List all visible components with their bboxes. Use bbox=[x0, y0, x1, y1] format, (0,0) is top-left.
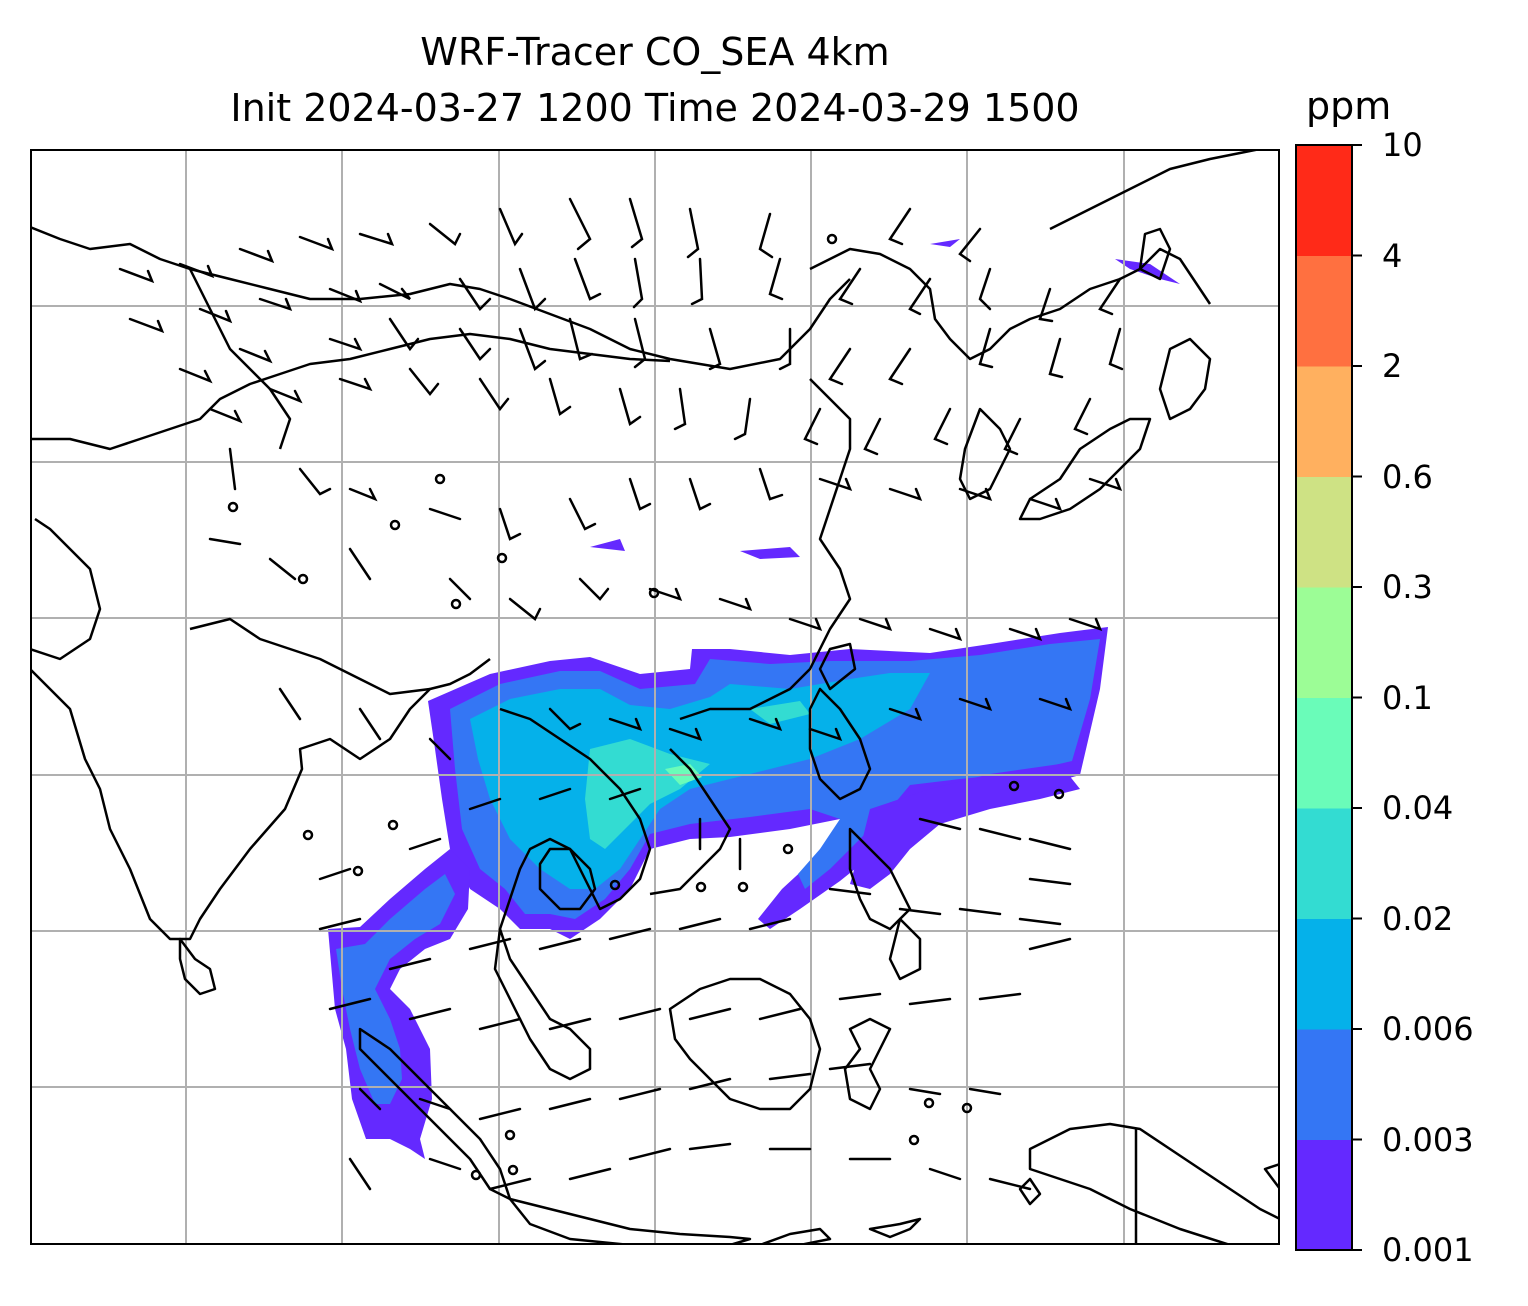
map-subtitle: Init 2024-03-27 1200 Time 2024-03-29 150… bbox=[230, 86, 1080, 130]
colorbar-tick-label: 0.003 bbox=[1382, 1120, 1474, 1159]
colorbar-tick-label: 4 bbox=[1382, 236, 1403, 275]
coastlines bbox=[30, 149, 1280, 1245]
plume-spot-2 bbox=[750, 701, 810, 724]
colorbar-segment bbox=[1296, 587, 1352, 698]
colorbar-tick-label: 2 bbox=[1382, 347, 1403, 385]
colorbar-tick-label: 0.3 bbox=[1382, 568, 1433, 606]
colorbar-tick-label: 0.6 bbox=[1382, 457, 1433, 496]
colorbar bbox=[1295, 144, 1362, 1251]
plume-inner-north bbox=[470, 673, 930, 889]
grid-lines bbox=[30, 149, 1280, 1245]
colorbar-tick-label: 0.006 bbox=[1382, 1010, 1474, 1048]
colorbar-units-label: ppm bbox=[1306, 84, 1392, 128]
colorbar-tick-label: 0.1 bbox=[1382, 678, 1433, 717]
colorbar-segment bbox=[1296, 476, 1352, 588]
plume-outer-east bbox=[850, 764, 1080, 889]
colorbar-segment bbox=[1296, 255, 1352, 367]
colorbar-tick-label: 10 bbox=[1382, 126, 1423, 164]
colorbar-segment bbox=[1296, 1029, 1352, 1140]
colorbar-segment bbox=[1296, 808, 1352, 919]
colorbar-segment bbox=[1296, 145, 1352, 256]
colorbar-segment bbox=[1296, 1139, 1352, 1251]
colorbar-segment bbox=[1296, 366, 1352, 477]
colorbar-tick-label: 0.02 bbox=[1382, 899, 1454, 938]
plume-north-streak bbox=[590, 239, 1180, 559]
tracer-plume bbox=[328, 239, 1180, 1159]
map-panel bbox=[30, 149, 1280, 1245]
colorbar-tick-label: 0.04 bbox=[1382, 789, 1454, 827]
colorbar-tick-label: 0.001 bbox=[1382, 1231, 1474, 1269]
map-title: WRF-Tracer CO_SEA 4km bbox=[420, 30, 890, 74]
colorbar-segment bbox=[1296, 918, 1352, 1030]
map-frame bbox=[30, 149, 1280, 1245]
colorbar-segment bbox=[1296, 697, 1352, 809]
calm-circles bbox=[227, 233, 1065, 1181]
wind-barbs bbox=[118, 197, 1124, 1191]
